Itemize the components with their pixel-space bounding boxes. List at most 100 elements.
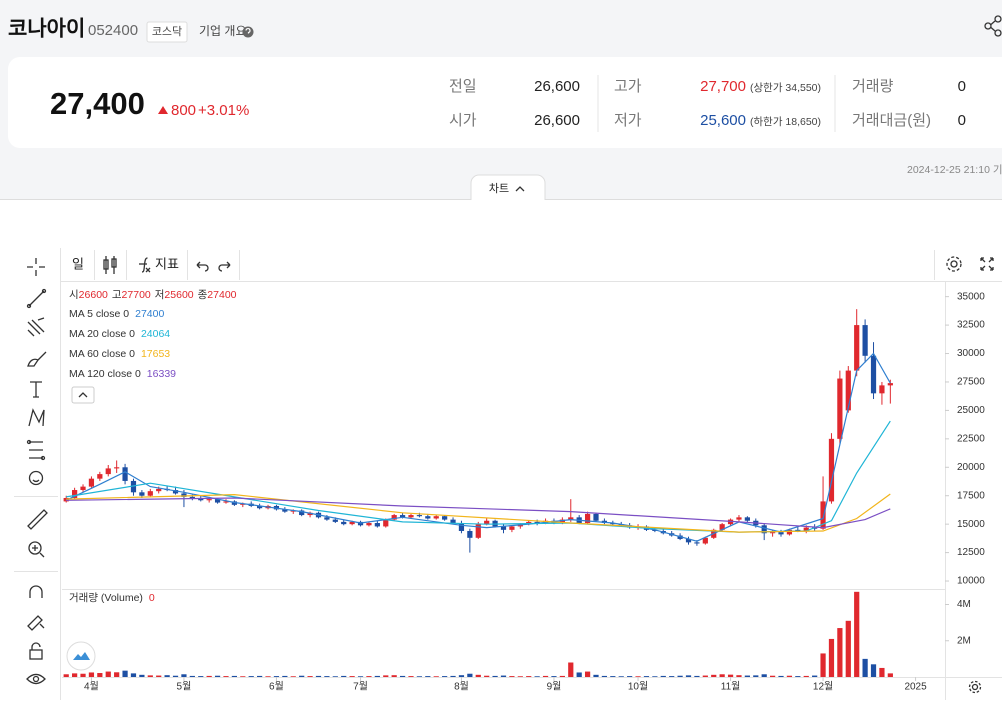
- volume-bar: [206, 675, 212, 677]
- candle-body: [652, 529, 658, 531]
- help-icon[interactable]: [242, 26, 254, 38]
- stock-name: 코나아이: [8, 18, 85, 41]
- share-icon[interactable]: [984, 15, 1002, 37]
- candle-body: [584, 513, 591, 524]
- collapse-legend-button[interactable]: [71, 386, 95, 404]
- volume-bar: [795, 676, 801, 677]
- ruler-tool[interactable]: [27, 509, 48, 530]
- emoji-tool[interactable]: [28, 470, 44, 486]
- volume-legend-label: 거래량 (Volume): [69, 592, 143, 604]
- x-tick-label: 11월: [721, 681, 741, 693]
- volume-bar: [500, 675, 507, 677]
- x-tick-label: 12월: [813, 681, 833, 693]
- x-tick-label: 10월: [628, 681, 648, 693]
- ohlc-legend-value: 27400: [207, 289, 236, 301]
- candle-body: [685, 538, 692, 543]
- volume-bar: [618, 676, 624, 677]
- company-info-link[interactable]: 기업 개요: [199, 24, 247, 38]
- ma-legend-value: 16339: [147, 368, 176, 380]
- volume-bar: [290, 676, 296, 677]
- volume-bar: [753, 675, 759, 677]
- logo-button[interactable]: [66, 641, 96, 671]
- brush-tool[interactable]: [27, 351, 47, 367]
- pattern-tool[interactable]: [28, 408, 45, 427]
- lock-tool[interactable]: [29, 642, 43, 660]
- line-tool[interactable]: [26, 288, 47, 309]
- chart-type-button[interactable]: [103, 256, 117, 274]
- settings-button[interactable]: [946, 256, 962, 272]
- y-tick-label: 20000: [957, 462, 985, 473]
- period-button[interactable]: 일: [72, 256, 84, 271]
- candle-body: [786, 529, 793, 535]
- zoom-tool[interactable]: [28, 541, 45, 558]
- candle-body: [425, 516, 431, 519]
- y-tick-label: 35000: [957, 291, 985, 302]
- candle-body: [88, 478, 95, 487]
- volume-bar: [425, 676, 431, 677]
- up-arrow: [158, 106, 168, 114]
- candle-body: [467, 530, 473, 538]
- volume-bar: [534, 676, 540, 677]
- caret-icon: [515, 186, 525, 192]
- magnet-tool[interactable]: [29, 585, 43, 598]
- volume-bar: [769, 675, 776, 677]
- ma-line: [66, 493, 891, 533]
- measure-tool[interactable]: [26, 439, 46, 461]
- draw-lock-tool[interactable]: [27, 615, 45, 631]
- y-tick-label: 12500: [957, 547, 985, 558]
- candle-body: [761, 525, 767, 534]
- x-tick-label: 6월: [269, 681, 284, 693]
- volume-bar: [214, 675, 221, 677]
- volume-tick-label: 2M: [957, 635, 971, 646]
- y-tick-label: 25000: [957, 405, 985, 416]
- candle-body: [198, 497, 204, 501]
- x-tick-label: 2025: [904, 682, 927, 693]
- volume-bar: [391, 675, 397, 677]
- candle-body: [736, 517, 742, 520]
- quote-note: (하한가 18,650): [750, 115, 821, 128]
- redo-button[interactable]: [218, 261, 231, 272]
- ohlc-legend-label: 종: [198, 289, 208, 301]
- volume-bar: [156, 675, 162, 677]
- undo-button[interactable]: [196, 261, 209, 272]
- candle-body: [257, 505, 263, 509]
- quote-value: 26,600: [534, 112, 580, 129]
- y-tick-label: 22500: [957, 433, 985, 444]
- crosshair-tool[interactable]: [27, 258, 45, 276]
- fib-tool[interactable]: [27, 317, 45, 337]
- volume-bar: [509, 676, 515, 677]
- candle-body: [870, 355, 877, 394]
- axis-settings-button[interactable]: [968, 680, 982, 694]
- volume-bar: [584, 671, 591, 677]
- candle-body: [719, 524, 725, 530]
- volume-bar: [551, 676, 557, 677]
- text-tool[interactable]: [30, 381, 42, 398]
- fullscreen-button[interactable]: [980, 257, 994, 271]
- volume-bar: [778, 675, 784, 677]
- candle-body: [214, 499, 221, 503]
- visibility-tool[interactable]: [26, 673, 46, 685]
- candle-body: [97, 474, 103, 479]
- ma-line: [66, 420, 891, 533]
- chart-tab[interactable]: [470, 174, 546, 200]
- volume-bar: [349, 676, 355, 677]
- volume-bar: [559, 675, 565, 677]
- candle-body: [147, 491, 153, 496]
- quote-value: 27,700: [700, 78, 746, 95]
- candle-body: [130, 480, 137, 493]
- candle-body: [366, 523, 372, 526]
- volume-bar: [593, 674, 599, 677]
- candle-body: [139, 492, 145, 496]
- indicator-button[interactable]: 지표: [139, 256, 179, 273]
- volume-bar: [862, 658, 868, 677]
- candle-body: [778, 532, 784, 535]
- tab-label[interactable]: 차트: [489, 182, 509, 195]
- volume-bar: [828, 638, 835, 677]
- volume-bar: [727, 674, 734, 677]
- indicator-label[interactable]: 지표: [155, 256, 179, 271]
- volume-bar: [88, 672, 95, 677]
- ohlc-legend-label: 고: [112, 289, 122, 301]
- volume-bar: [332, 676, 338, 677]
- candle-body: [534, 521, 540, 524]
